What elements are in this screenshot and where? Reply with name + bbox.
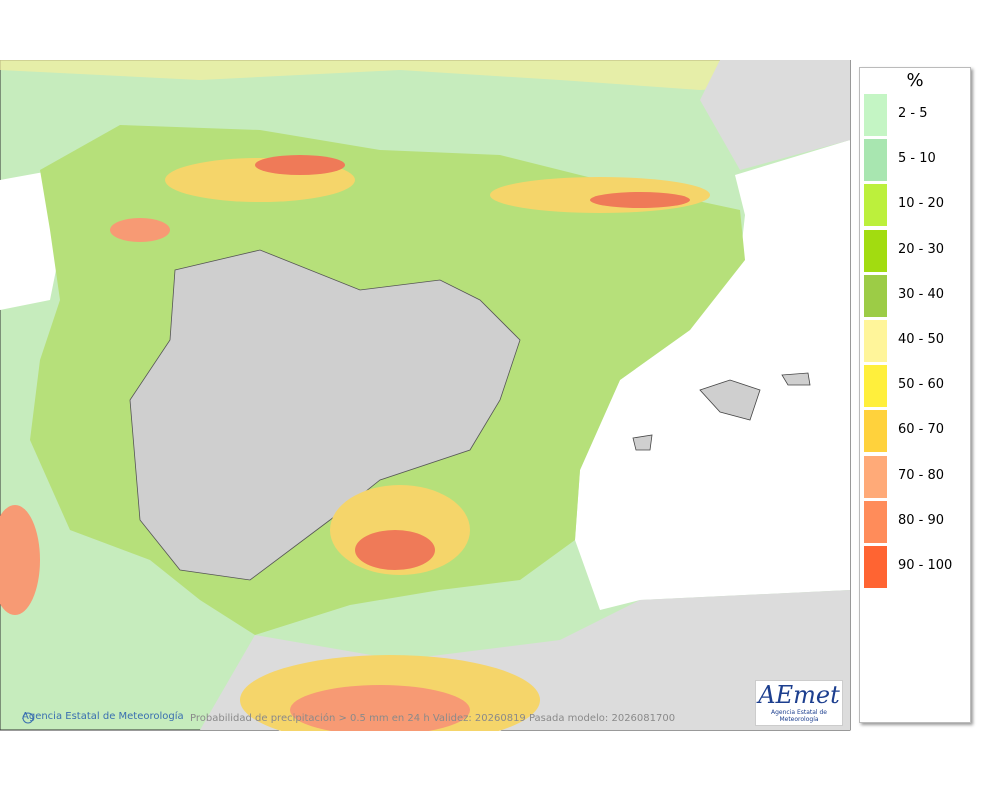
peninsula-interior [129, 249, 521, 581]
legend-label: 70 - 80 [898, 467, 945, 483]
legend-label: 20 - 30 [898, 241, 945, 257]
menorca [781, 372, 811, 386]
legend-label: 2 - 5 [898, 106, 928, 121]
legend-label: 40 - 50 [898, 332, 945, 347]
logo-name: AEmet [758, 681, 840, 709]
legend-item: 80 - 90 [864, 500, 968, 543]
legend-title: % [906, 70, 924, 91]
legend-swatch [864, 546, 887, 588]
legend-item: 5 - 10 [864, 139, 968, 182]
legend-label: 30 - 40 [898, 286, 945, 302]
legend-swatch [864, 320, 887, 362]
legend-item: 30 - 40 [864, 274, 968, 317]
mediterranean-sea [575, 140, 850, 610]
legend-label: 5 - 10 [898, 151, 936, 167]
footer-credit: Agencia Estatal de Meteorología [22, 711, 184, 722]
france-land [700, 60, 850, 170]
galicia-rain-zone [110, 218, 170, 242]
footer-note: Probabilidad de precipitación > 0.5 mm e… [190, 713, 676, 724]
cantabrian-rain-core [255, 155, 345, 175]
legend-label: 80 - 90 [898, 512, 945, 528]
south-rain-core [355, 530, 435, 570]
legend-swatch [864, 139, 887, 182]
legend-label: 10 - 20 [898, 196, 945, 212]
legend-item: 60 - 70 [864, 410, 968, 453]
ibiza [632, 434, 653, 451]
mallorca [699, 379, 761, 421]
legend-swatch [864, 274, 887, 317]
atlantic-rain-zone [0, 505, 40, 615]
pyrenees-rain-core [590, 192, 690, 208]
legend-swatch [864, 184, 887, 227]
logo-subtitle: Agencia Estatal de Meteorología [770, 709, 827, 723]
legend-swatch [864, 500, 887, 543]
legend-swatch [864, 94, 887, 136]
legend-swatch [864, 365, 887, 408]
legend-swatch [864, 455, 887, 498]
legend-swatch [864, 410, 887, 453]
legend-item: 90 - 100 [864, 546, 968, 588]
legend-swatch [864, 229, 887, 272]
legend: % 2 - 5 5 - 10 10 - 20 20 - 30 30 - 40 40 - 5… [859, 67, 971, 723]
copyright-icon [22, 712, 34, 724]
legend-item: 50 - 60 [864, 365, 968, 408]
precipitation-map [0, 60, 851, 731]
legend-label: 90 - 100 [898, 558, 953, 573]
legend-item: 10 - 20 [864, 184, 968, 227]
legend-item: 2 - 5 [864, 94, 968, 136]
logo: AEmet Agencia Estatal de Meteorología [755, 680, 843, 726]
legend-label: 60 - 70 [898, 422, 945, 438]
north-sea-band [0, 60, 850, 90]
legend-item: 20 - 30 [864, 229, 968, 272]
legend-label: 50 - 60 [898, 377, 945, 393]
africa-rain-core [290, 685, 470, 731]
legend-item: 70 - 80 [864, 455, 968, 498]
legend-item: 40 - 50 [864, 320, 968, 362]
